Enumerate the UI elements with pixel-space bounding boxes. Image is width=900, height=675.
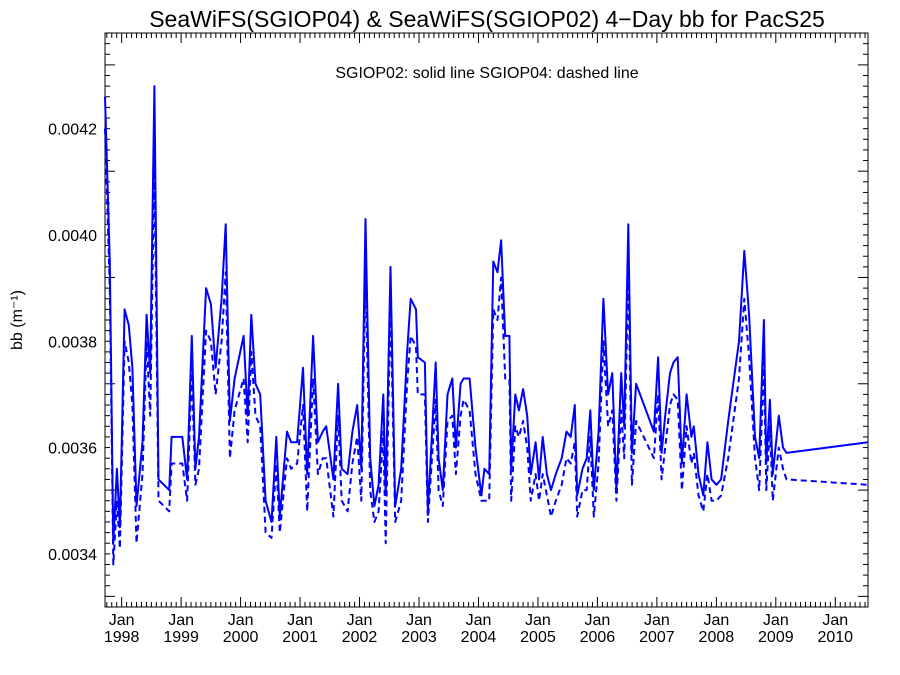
x-tick-year-label: 2000 (223, 629, 259, 646)
x-tick-month-label: Jan (763, 612, 789, 629)
x-tick-year-label: 1999 (163, 629, 199, 646)
x-tick-year-label: 2007 (639, 629, 675, 646)
y-axis-label: bb (m⁻¹) (9, 290, 26, 350)
series-line-solid (104, 85, 869, 545)
x-tick-month-label: Jan (406, 612, 432, 629)
series-line-dashed (104, 128, 869, 566)
x-tick-month-label: Jan (109, 612, 135, 629)
y-tick-label: 0.0036 (48, 441, 97, 458)
x-tick-year-label: 2001 (282, 629, 318, 646)
x-tick-year-label: 2010 (817, 629, 853, 646)
chart-annotation: SGIOP02: solid line SGIOP04: dashed line (335, 65, 638, 82)
x-tick-month-label: Jan (466, 612, 492, 629)
x-tick-month-label: Jan (703, 612, 729, 629)
y-tick-label: 0.0034 (48, 547, 97, 564)
x-tick-year-label: 2005 (520, 629, 556, 646)
x-axis-ticks: Jan1998Jan1999Jan2000Jan2001Jan2002Jan20… (104, 33, 866, 646)
x-tick-month-label: Jan (287, 612, 313, 629)
x-tick-month-label: Jan (644, 612, 670, 629)
x-tick-year-label: 1998 (104, 629, 140, 646)
x-tick-month-label: Jan (525, 612, 551, 629)
y-axis-ticks: 0.0034 0.0036 0.0038 0.0040 0.0042 (48, 32, 868, 608)
x-tick-year-label: 2009 (758, 629, 794, 646)
x-tick-month-label: Jan (822, 612, 848, 629)
y-tick-label: 0.0042 (48, 122, 97, 139)
x-tick-month-label: Jan (228, 612, 254, 629)
series-group (104, 85, 869, 566)
x-tick-month-label: Jan (347, 612, 373, 629)
x-tick-year-label: 2006 (580, 629, 616, 646)
y-tick-label: 0.0040 (48, 228, 97, 245)
chart-title: SeaWiFS(SGIOP04) & SeaWiFS(SGIOP02) 4−Da… (149, 6, 825, 32)
x-tick-year-label: 2003 (401, 629, 437, 646)
x-tick-month-label: Jan (585, 612, 611, 629)
x-tick-year-label: 2004 (461, 629, 497, 646)
x-tick-year-label: 2008 (699, 629, 735, 646)
x-tick-year-label: 2002 (342, 629, 378, 646)
x-tick-month-label: Jan (168, 612, 194, 629)
y-tick-label: 0.0038 (48, 334, 97, 351)
